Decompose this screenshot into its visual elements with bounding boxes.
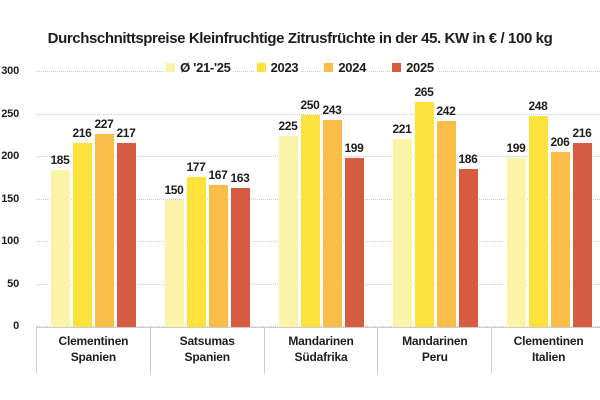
bar-value-label: 221 [392, 122, 412, 137]
bar-value-label: 242 [436, 104, 456, 119]
legend-label: 2025 [406, 59, 434, 75]
bar-value-label: 163 [230, 171, 250, 186]
y-tick-label: 50 [7, 277, 19, 290]
bar: 199 [344, 141, 364, 327]
bar-group: 225 250 243 199 [264, 72, 378, 327]
category-cell: Mandarinen Südafrika [263, 328, 378, 374]
category-cell: Clementinen Italien [491, 328, 600, 374]
y-tick-label: 150 [1, 192, 19, 205]
bar-value-label: 177 [186, 159, 206, 174]
bar-value-label: 206 [550, 134, 570, 149]
bar: 250 [300, 98, 320, 327]
y-tick-label: 100 [1, 235, 19, 247]
legend-item: Ø '21-'25 [164, 59, 233, 75]
bar: 216 [572, 126, 592, 327]
bar: 248 [528, 99, 548, 327]
legend-label: 2024 [338, 59, 367, 75]
y-tick-label: 250 [1, 107, 19, 120]
y-tick-label: 300 [1, 65, 19, 77]
bar: 225 [278, 119, 298, 327]
bar-value-label: 250 [300, 97, 320, 112]
legend-swatch [256, 62, 266, 72]
category-cell: Clementinen Spanien [58, 334, 129, 364]
bar-group: 150 177 167 163 [150, 72, 264, 327]
bar-value-label: 265 [414, 84, 434, 99]
bar-value-label: 167 [208, 168, 228, 183]
chart-title: Durchschnittspreise Kleinfruchtige Zitru… [47, 30, 553, 47]
bar: 217 [116, 126, 136, 327]
bar-value-label: 186 [458, 151, 478, 166]
bar-group: 185 216 227 217 [36, 72, 150, 327]
bar: 199 [506, 141, 526, 327]
gridline [36, 113, 600, 115]
legend-swatch [324, 62, 334, 72]
bar-group: 221 265 242 186 [378, 72, 492, 327]
plot-area: 185 216 227 217 150 177 167 163 225 250 243 199 221 2… [36, 71, 600, 327]
legend-item: 2025 [390, 59, 436, 75]
bar-value-label: 217 [116, 125, 136, 140]
category-axis: Clementinen Spanien Satsumas Spanien Mandari… [36, 327, 600, 374]
bar-value-label: 150 [164, 182, 184, 197]
bar: 167 [208, 168, 228, 327]
bar-groups: 185 216 227 217 150 177 167 163 225 250 243 199 221 2… [36, 72, 600, 327]
legend-swatch [392, 62, 402, 72]
legend-item: 2023 [254, 59, 301, 75]
bar-value-label: 227 [94, 117, 114, 132]
bar: 216 [72, 126, 92, 327]
bar: 150 [164, 183, 184, 327]
bar-value-label: 216 [572, 126, 592, 141]
gridline [36, 71, 600, 72]
bar-group: 199 248 206 216 [492, 72, 600, 327]
bar: 163 [230, 171, 250, 327]
category-cell: Satsumas Spanien [149, 328, 264, 374]
bar: 221 [392, 122, 412, 327]
bar: 186 [458, 152, 478, 327]
bar: 243 [322, 103, 342, 327]
category-cell: Mandarinen Peru [377, 328, 491, 374]
bar-value-label: 216 [72, 126, 92, 141]
legend: Ø '21-'25 2023 2024 2025 [0, 59, 600, 75]
bar: 177 [186, 160, 206, 327]
y-axis: 0 50 100 150 200 250 300 [0, 66, 20, 332]
bar: 185 [50, 153, 70, 327]
bar: 206 [550, 135, 570, 327]
legend-item: 2024 [322, 59, 369, 75]
bar-value-label: 248 [528, 99, 548, 114]
bar: 265 [414, 85, 434, 327]
legend-label: Ø '21-'25 [180, 59, 231, 75]
bar-value-label: 199 [344, 140, 364, 155]
bar-value-label: 243 [322, 103, 342, 118]
y-tick-label: 0 [13, 320, 19, 332]
bar-value-label: 185 [50, 152, 70, 167]
bar-value-label: 225 [278, 118, 298, 133]
bar: 242 [436, 104, 456, 327]
bar-value-label: 199 [506, 140, 526, 155]
bar: 227 [94, 117, 114, 327]
y-tick-label: 200 [1, 150, 19, 162]
legend-label: 2023 [270, 59, 299, 75]
legend-swatch [166, 62, 176, 72]
